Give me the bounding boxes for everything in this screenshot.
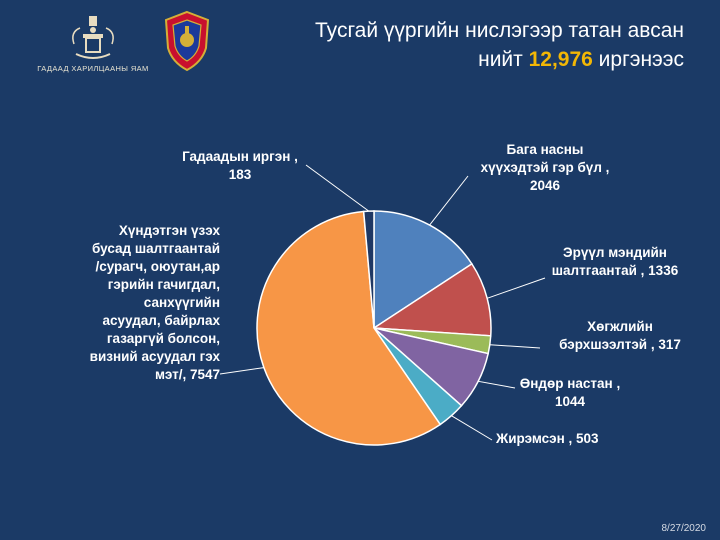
pie-slice-other-reasons [256,210,442,446]
pie-slice-young-children [373,210,473,330]
leader-line-disability [489,344,541,349]
page-title: Тусгай үүргийн нислэгээр татан авсан ний… [254,16,684,74]
pie-slices [256,210,492,446]
emblem-icon [72,16,114,59]
pie-slice-health [371,262,492,337]
slice-label-line: Өндөр настан , [519,376,621,391]
slice-label-line: /сурагч, оюутан,ар [95,259,220,274]
title-suffix: иргэнээс [592,48,684,71]
slice-label-line: 2046 [529,178,561,193]
slice-label-other-reasons: Хүндэтгэн үзэх бусад шалтгаантай/сурагч, … [60,222,220,384]
police-emblem [162,10,212,72]
ministry-name: ГАДААД ХАРИЛЦААНЫ ЯАМ [37,64,149,73]
title-line-1: Тусгай үүргийн нислэгээр татан авсан [315,19,684,42]
slice-label-line: Хүндэтгэн үзэх [118,223,220,238]
slice-label-line: бэрхшээлтэй , 317 [559,337,681,352]
slice-label-line: Хөгжлийн [587,319,653,334]
title-line-2: нийт 12,976 иргэнээс [254,45,684,74]
leader-line-elderly [478,380,516,389]
slice-label-foreigners: Гадаадын иргэн , 183 [150,148,330,184]
leader-line-pregnant [451,415,493,441]
leader-line-health [487,277,546,299]
slice-label-line: визний асуудал гэх [89,349,220,364]
shield-icon [164,10,210,72]
leader-line-other-reasons [219,367,264,375]
slice-label-line: санхүүгийн [143,295,220,310]
ministry-logo: ГАДААД ХАРИЛЦААНЫ ЯАМ [28,14,158,78]
slice-label-line: бусад шалтгаантай [92,241,220,256]
slice-label-elderly: Өндөр настан , 1044 [495,375,645,411]
leader-line-young-children [429,175,469,226]
slice-label-line: мэт/, 7547 [155,367,220,382]
slice-label-line: Бага насны [506,142,584,157]
slice-label-line: хүүхэдтэй гэр бүл , [480,160,610,175]
slice-label-line: гэрийн гачигдал, [107,277,220,292]
slice-label-line: 1044 [554,394,586,409]
slice-label-line: Жирэмсэн , 503 [496,431,599,446]
slice-label-line: шалтгаантай , 1336 [551,263,679,278]
total-count: 12,976 [528,48,593,71]
slide-date: 8/27/2020 [661,523,707,534]
slice-label-pregnant: Жирэмсэн , 503 [496,430,646,448]
slice-label-line: Гадаадын иргэн , [182,149,298,164]
slice-label-line: асуудал, байрлах [102,313,221,328]
leader-line-foreigners [305,164,370,212]
slice-label-line: газаргүй болсон, [106,331,220,346]
leader-lines [219,164,546,441]
slice-label-line: Эрүүл мэндийн [563,245,667,260]
slice-label-health: Эрүүл мэндийн шалтгаантай , 1336 [540,244,690,280]
title-prefix: нийт [478,48,529,71]
slice-label-young-children: Бага насны хүүхэдтэй гэр бүл , 2046 [470,141,620,195]
slice-label-line: 183 [228,167,252,182]
slice-label-disability: Хөгжлийн бэрхшээлтэй , 317 [545,318,695,354]
